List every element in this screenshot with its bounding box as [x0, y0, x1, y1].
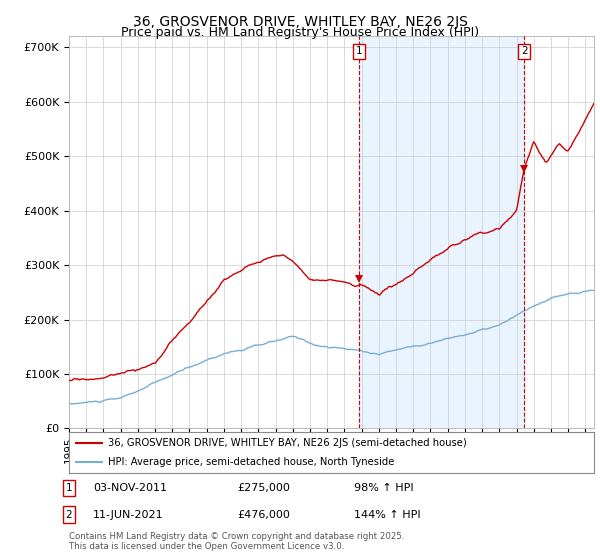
Text: 98% ↑ HPI: 98% ↑ HPI — [354, 483, 413, 493]
Text: 2: 2 — [65, 510, 73, 520]
Text: 144% ↑ HPI: 144% ↑ HPI — [354, 510, 421, 520]
Text: Contains HM Land Registry data © Crown copyright and database right 2025.
This d: Contains HM Land Registry data © Crown c… — [69, 532, 404, 552]
Text: 2: 2 — [521, 46, 527, 56]
Text: £275,000: £275,000 — [237, 483, 290, 493]
Text: 36, GROSVENOR DRIVE, WHITLEY BAY, NE26 2JS: 36, GROSVENOR DRIVE, WHITLEY BAY, NE26 2… — [133, 15, 467, 29]
Text: 36, GROSVENOR DRIVE, WHITLEY BAY, NE26 2JS (semi-detached house): 36, GROSVENOR DRIVE, WHITLEY BAY, NE26 2… — [109, 437, 467, 447]
Text: HPI: Average price, semi-detached house, North Tyneside: HPI: Average price, semi-detached house,… — [109, 457, 395, 466]
Text: 1: 1 — [356, 46, 362, 56]
Text: £476,000: £476,000 — [237, 510, 290, 520]
Text: 1: 1 — [65, 483, 73, 493]
Text: 11-JUN-2021: 11-JUN-2021 — [93, 510, 164, 520]
Bar — [359, 36, 524, 428]
Text: 03-NOV-2011: 03-NOV-2011 — [93, 483, 167, 493]
Text: Price paid vs. HM Land Registry's House Price Index (HPI): Price paid vs. HM Land Registry's House … — [121, 26, 479, 39]
